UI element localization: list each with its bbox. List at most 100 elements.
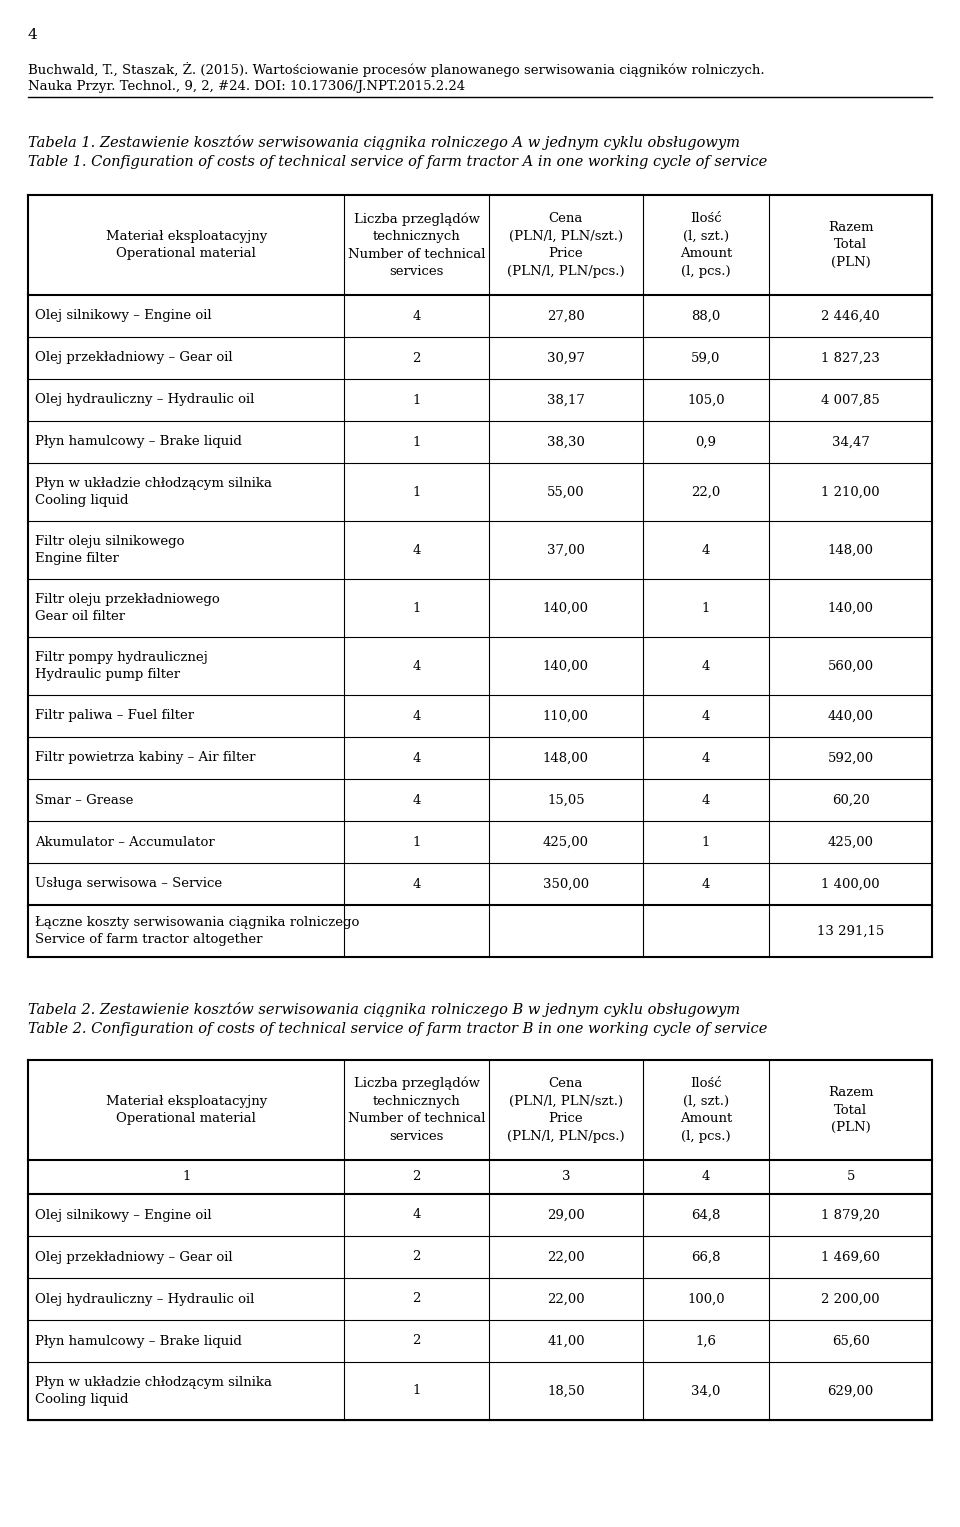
Text: 1 210,00: 1 210,00 [822, 486, 880, 498]
Text: Olej silnikowy – Engine oil: Olej silnikowy – Engine oil [35, 310, 211, 322]
Text: 2: 2 [413, 1335, 420, 1347]
Text: 55,00: 55,00 [547, 486, 585, 498]
Text: 4: 4 [702, 710, 710, 722]
Text: 64,8: 64,8 [691, 1208, 721, 1222]
Text: 27,80: 27,80 [547, 310, 585, 322]
Text: 629,00: 629,00 [828, 1385, 874, 1397]
Text: 1: 1 [413, 435, 420, 449]
Text: 29,00: 29,00 [547, 1208, 585, 1222]
Text: Tabela 2. Zestawienie kosztów serwisowania ciągnika rolniczego B w jednym cyklu : Tabela 2. Zestawienie kosztów serwisowan… [28, 1002, 740, 1017]
Text: Filtr paliwa – Fuel filter: Filtr paliwa – Fuel filter [35, 710, 194, 722]
Text: Płyn hamulcowy – Brake liquid: Płyn hamulcowy – Brake liquid [35, 1335, 242, 1347]
Text: Table 1. Configuration of costs of technical service of farm tractor A in one wo: Table 1. Configuration of costs of techn… [28, 156, 767, 169]
Text: 1: 1 [413, 486, 420, 498]
Text: 60,20: 60,20 [831, 794, 870, 806]
Text: Płyn w układzie chłodzącym silnika
Cooling liquid: Płyn w układzie chłodzącym silnika Cooli… [35, 1376, 272, 1406]
Text: Cena
(PLN/l, PLN/szt.)
Price
(PLN/l, PLN/pcs.): Cena (PLN/l, PLN/szt.) Price (PLN/l, PLN… [507, 212, 625, 278]
Text: 2 200,00: 2 200,00 [822, 1292, 880, 1306]
Text: 1: 1 [182, 1171, 190, 1183]
Text: Olej przekładniowy – Gear oil: Olej przekładniowy – Gear oil [35, 1251, 232, 1263]
Text: Olej hydrauliczny – Hydraulic oil: Olej hydrauliczny – Hydraulic oil [35, 394, 254, 406]
Text: 4: 4 [28, 27, 37, 43]
Text: Olej przekładniowy – Gear oil: Olej przekładniowy – Gear oil [35, 351, 232, 365]
Text: 148,00: 148,00 [543, 751, 588, 765]
Text: 4: 4 [413, 794, 420, 806]
Text: 22,00: 22,00 [547, 1292, 585, 1306]
Text: Ilość
(l, szt.)
Amount
(l, pcs.): Ilość (l, szt.) Amount (l, pcs.) [680, 1077, 732, 1142]
Text: Olej silnikowy – Engine oil: Olej silnikowy – Engine oil [35, 1208, 211, 1222]
Text: 1: 1 [702, 835, 710, 849]
Text: 1: 1 [413, 602, 420, 614]
Text: Usługa serwisowa – Service: Usługa serwisowa – Service [35, 878, 222, 890]
Text: 592,00: 592,00 [828, 751, 874, 765]
Text: 0,9: 0,9 [695, 435, 716, 449]
Text: Nauka Przyr. Technol., 9, 2, #24. DOI: 10.17306/J.NPT.2015.2.24: Nauka Przyr. Technol., 9, 2, #24. DOI: 1… [28, 79, 466, 93]
Text: 5: 5 [847, 1171, 854, 1183]
Text: Filtr powietrza kabiny – Air filter: Filtr powietrza kabiny – Air filter [35, 751, 255, 765]
Text: 2: 2 [413, 1171, 420, 1183]
Text: 4: 4 [413, 751, 420, 765]
Text: 140,00: 140,00 [543, 660, 588, 672]
Text: 4: 4 [702, 1171, 710, 1183]
Text: 13 291,15: 13 291,15 [817, 924, 884, 938]
Text: 88,0: 88,0 [691, 310, 721, 322]
Text: 30,97: 30,97 [547, 351, 585, 365]
Text: Płyn w układzie chłodzącym silnika
Cooling liquid: Płyn w układzie chłodzącym silnika Cooli… [35, 476, 272, 507]
Text: 1: 1 [413, 394, 420, 406]
Text: Ilość
(l, szt.)
Amount
(l, pcs.): Ilość (l, szt.) Amount (l, pcs.) [680, 212, 732, 278]
Text: 110,00: 110,00 [543, 710, 588, 722]
Text: 2: 2 [413, 1292, 420, 1306]
Text: 2 446,40: 2 446,40 [821, 310, 880, 322]
Text: 560,00: 560,00 [828, 660, 874, 672]
Text: 4 007,85: 4 007,85 [821, 394, 880, 406]
Text: 2: 2 [413, 1251, 420, 1263]
Text: 105,0: 105,0 [687, 394, 725, 406]
Text: 1: 1 [413, 835, 420, 849]
Text: 1: 1 [413, 1385, 420, 1397]
Text: 140,00: 140,00 [828, 602, 874, 614]
Text: 4: 4 [413, 710, 420, 722]
Text: Razem
Total
(PLN): Razem Total (PLN) [828, 1086, 874, 1135]
Text: 100,0: 100,0 [687, 1292, 725, 1306]
Text: 425,00: 425,00 [828, 835, 874, 849]
Text: 38,30: 38,30 [547, 435, 585, 449]
Text: 148,00: 148,00 [828, 544, 874, 556]
Text: 34,0: 34,0 [691, 1385, 721, 1397]
Text: 4: 4 [413, 544, 420, 556]
Text: 38,17: 38,17 [547, 394, 585, 406]
Text: 2: 2 [413, 351, 420, 365]
Text: 41,00: 41,00 [547, 1335, 585, 1347]
Text: 425,00: 425,00 [543, 835, 588, 849]
Text: 140,00: 140,00 [543, 602, 588, 614]
Text: Materiał eksploatacyjny
Operational material: Materiał eksploatacyjny Operational mate… [106, 1095, 267, 1125]
Text: Buchwald, T., Staszak, Ż. (2015). Wartościowanie procesów planowanego serwisowan: Buchwald, T., Staszak, Ż. (2015). Wartoś… [28, 63, 764, 76]
Text: 18,50: 18,50 [547, 1385, 585, 1397]
Text: 4: 4 [413, 310, 420, 322]
Text: Filtr oleju przekładniowego
Gear oil filter: Filtr oleju przekładniowego Gear oil fil… [35, 592, 220, 623]
Text: 4: 4 [702, 794, 710, 806]
Text: Olej hydrauliczny – Hydraulic oil: Olej hydrauliczny – Hydraulic oil [35, 1292, 254, 1306]
Text: Tabela 1. Zestawienie kosztów serwisowania ciągnika rolniczego A w jednym cyklu : Tabela 1. Zestawienie kosztów serwisowan… [28, 134, 740, 150]
Text: 440,00: 440,00 [828, 710, 874, 722]
Text: Liczba przeglądów
technicznych
Number of technical
services: Liczba przeglądów technicznych Number of… [348, 1077, 486, 1144]
Text: 4: 4 [413, 660, 420, 672]
Text: 4: 4 [702, 878, 710, 890]
Text: 4: 4 [413, 878, 420, 890]
Text: 37,00: 37,00 [547, 544, 585, 556]
Text: Łączne koszty serwisowania ciągnika rolniczego
Service of farm tractor altogethe: Łączne koszty serwisowania ciągnika roln… [35, 916, 359, 947]
Text: 1 400,00: 1 400,00 [822, 878, 880, 890]
Text: 34,47: 34,47 [831, 435, 870, 449]
Text: Płyn hamulcowy – Brake liquid: Płyn hamulcowy – Brake liquid [35, 435, 242, 449]
Text: 4: 4 [702, 751, 710, 765]
Text: 4: 4 [702, 544, 710, 556]
Text: 4: 4 [413, 1208, 420, 1222]
Text: Akumulator – Accumulator: Akumulator – Accumulator [35, 835, 215, 849]
Text: 1: 1 [702, 602, 710, 614]
Text: 3: 3 [562, 1171, 570, 1183]
Text: 59,0: 59,0 [691, 351, 721, 365]
Text: Materiał eksploatacyjny
Operational material: Materiał eksploatacyjny Operational mate… [106, 229, 267, 260]
Text: 66,8: 66,8 [691, 1251, 721, 1263]
Text: 15,05: 15,05 [547, 794, 585, 806]
Text: 22,00: 22,00 [547, 1251, 585, 1263]
Text: Filtr oleju silnikowego
Engine filter: Filtr oleju silnikowego Engine filter [35, 534, 184, 565]
